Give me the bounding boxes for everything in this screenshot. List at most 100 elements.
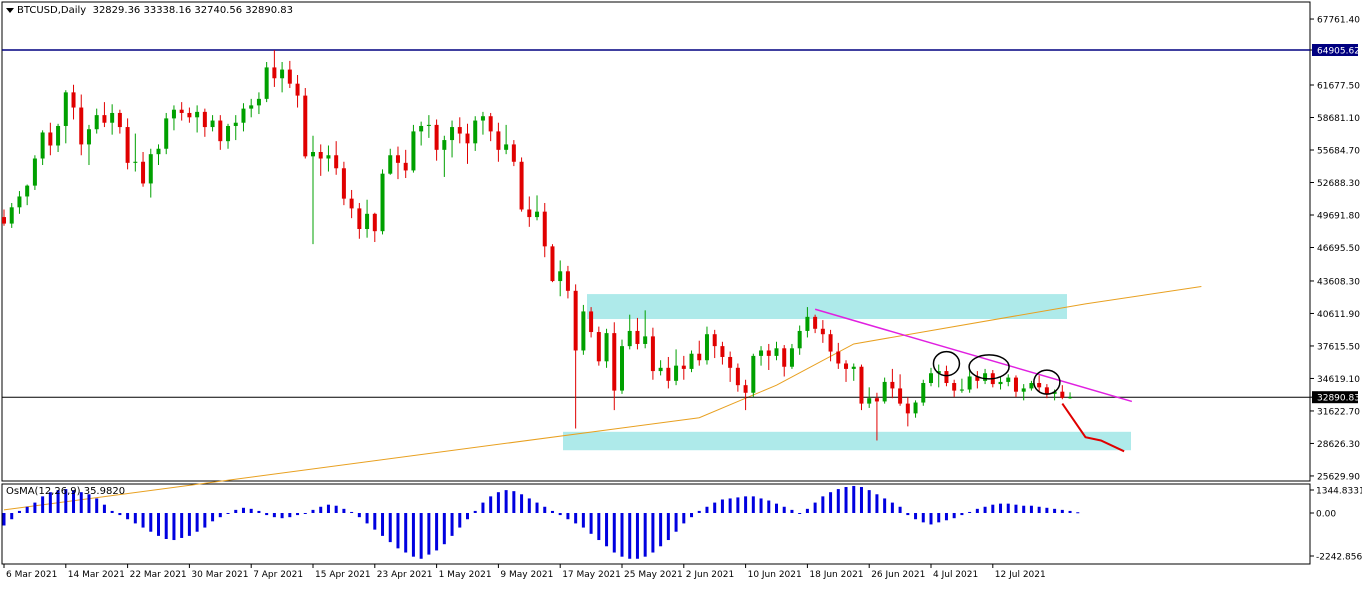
osma-bar bbox=[373, 513, 377, 530]
candle-body bbox=[403, 162, 408, 171]
osma-bar bbox=[890, 502, 894, 513]
osma-bar bbox=[1076, 512, 1080, 514]
osma-bar bbox=[157, 513, 160, 536]
osma-bar bbox=[311, 509, 315, 513]
moving-average-line bbox=[3, 285, 1202, 511]
osma-bar bbox=[442, 513, 446, 545]
price-tick-label: 55684.70 bbox=[1317, 147, 1360, 157]
osma-bar bbox=[875, 494, 879, 513]
date-tick-label: 2 Jun 2021 bbox=[686, 570, 734, 580]
candle-body bbox=[388, 155, 393, 174]
candle-body bbox=[874, 398, 879, 402]
candle-body bbox=[117, 112, 122, 128]
candle-body bbox=[828, 334, 833, 352]
candle-body bbox=[48, 132, 53, 146]
osma-bar bbox=[520, 494, 524, 513]
candle-body bbox=[450, 127, 455, 141]
candle-body bbox=[735, 367, 740, 386]
osma-bar bbox=[558, 513, 562, 516]
candle-body bbox=[913, 402, 918, 414]
osma-bar bbox=[836, 489, 840, 513]
osma-bar bbox=[172, 513, 176, 541]
osma-bar bbox=[574, 513, 578, 524]
dropdown-triangle-icon[interactable] bbox=[6, 7, 14, 13]
moving-average-layer bbox=[3, 285, 1202, 511]
candle-body bbox=[395, 155, 400, 163]
osma-bar bbox=[775, 503, 778, 513]
candle-body bbox=[867, 398, 872, 404]
osma-bar bbox=[659, 513, 663, 547]
highlight-circle bbox=[968, 354, 1010, 380]
osma-bar bbox=[257, 510, 261, 513]
osma-bar bbox=[720, 499, 724, 513]
candle-body bbox=[102, 115, 107, 123]
date-tick-label: 25 May 2021 bbox=[624, 570, 683, 580]
candle-body bbox=[349, 198, 354, 209]
osma-bar bbox=[744, 496, 748, 513]
candle-body bbox=[573, 290, 578, 351]
osma-bar bbox=[512, 491, 516, 513]
candle-body bbox=[25, 185, 30, 197]
candle-body bbox=[318, 152, 323, 159]
osma-bar bbox=[396, 513, 400, 549]
candle-body bbox=[813, 316, 818, 329]
date-tick-label: 26 Jun 2021 bbox=[871, 570, 925, 580]
candle-body bbox=[697, 353, 702, 361]
candle-body bbox=[820, 328, 825, 335]
osma-bar bbox=[983, 506, 987, 513]
candle-body bbox=[898, 388, 903, 404]
osma-bar bbox=[10, 513, 14, 520]
candle-body bbox=[17, 196, 22, 208]
candle-body bbox=[264, 67, 269, 99]
candle-body bbox=[905, 403, 910, 414]
descending-trendline bbox=[814, 308, 1133, 403]
osma-bar bbox=[326, 504, 330, 513]
candle-body bbox=[179, 109, 184, 113]
candle-body bbox=[2, 217, 6, 224]
osma-bar bbox=[527, 498, 531, 513]
osma-bar bbox=[844, 487, 848, 513]
candle-body bbox=[782, 348, 787, 367]
osma-tick-label: 0.00 bbox=[1316, 510, 1336, 520]
osma-bar bbox=[404, 513, 408, 553]
candle-body bbox=[63, 92, 68, 126]
osma-bar bbox=[265, 513, 269, 516]
osma-bar bbox=[666, 513, 670, 541]
price-tick-label: 61677.50 bbox=[1317, 82, 1360, 92]
candle-body bbox=[1013, 377, 1018, 392]
candle-body bbox=[32, 158, 37, 186]
candle-body bbox=[442, 140, 447, 150]
date-tick-label: 15 Apr 2021 bbox=[315, 570, 371, 580]
date-tick-label: 22 Mar 2021 bbox=[130, 570, 187, 580]
candle-body bbox=[643, 336, 648, 344]
osma-bar bbox=[550, 510, 554, 513]
candle-body bbox=[1037, 383, 1042, 388]
osma-bar bbox=[2, 513, 6, 526]
osma-bar bbox=[1029, 505, 1033, 513]
candle-body bbox=[519, 161, 524, 210]
price-tick-label: 25629.90 bbox=[1317, 472, 1360, 482]
candle-body bbox=[287, 69, 292, 84]
osma-bar bbox=[249, 508, 253, 513]
candle-body bbox=[280, 69, 285, 79]
osma-bar bbox=[597, 513, 601, 541]
candle-body bbox=[535, 211, 540, 218]
candle-body bbox=[921, 383, 926, 403]
osma-bar bbox=[929, 513, 933, 525]
osma-bar bbox=[968, 511, 972, 513]
candle-body bbox=[79, 107, 84, 145]
candle-body bbox=[983, 373, 988, 381]
osma-bar bbox=[960, 513, 964, 516]
osma-bar bbox=[419, 513, 423, 559]
candle-body bbox=[728, 356, 733, 368]
osma-bar bbox=[690, 513, 694, 518]
osma-bar bbox=[164, 513, 168, 539]
price-tick-label: 58681.10 bbox=[1317, 114, 1360, 124]
osma-bar bbox=[798, 513, 802, 514]
candle-body bbox=[457, 127, 462, 134]
candle-body bbox=[380, 173, 385, 232]
candle-body bbox=[759, 350, 764, 356]
candle-body bbox=[511, 144, 516, 162]
candle-body bbox=[480, 116, 485, 121]
